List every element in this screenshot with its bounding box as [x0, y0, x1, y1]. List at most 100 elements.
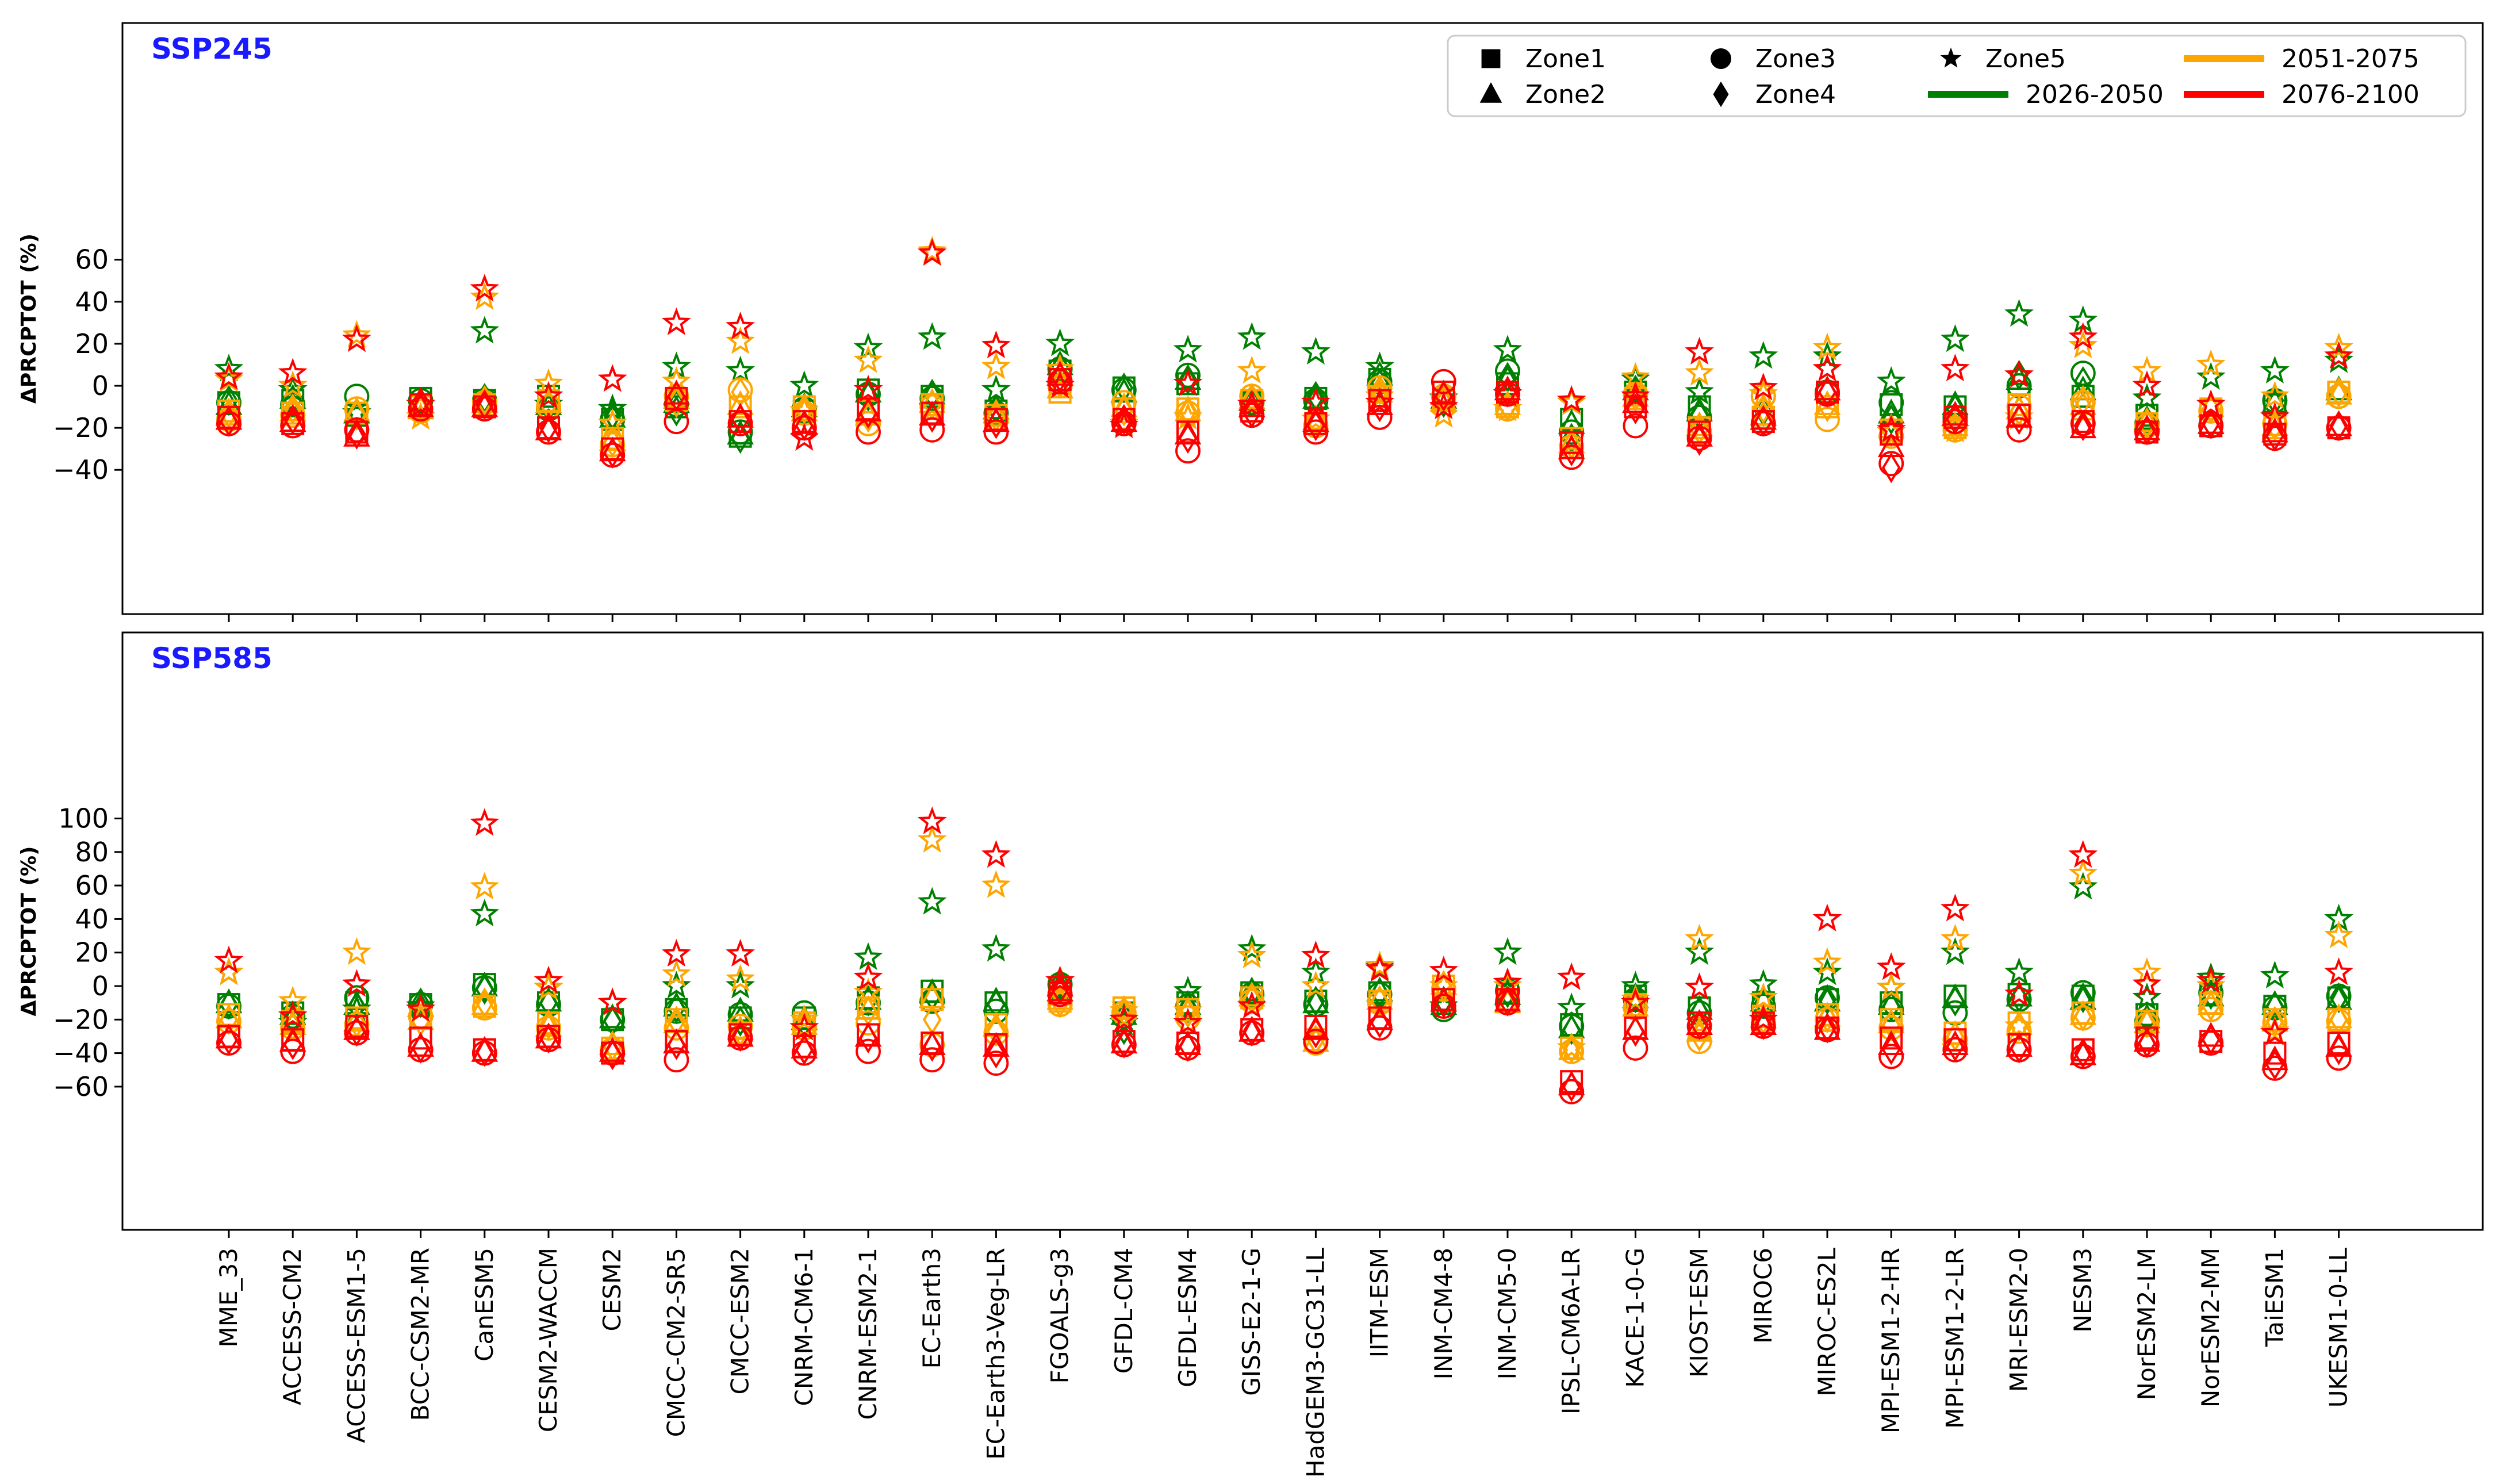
- point-zone3-bcc-csm2-mr: [408, 396, 434, 422]
- point-zone5-hadgem3-gc31-ll: [1301, 957, 1330, 986]
- point-zone3-fgoals-g3: [1047, 981, 1073, 1007]
- point-zone5-inm-cm4-8: [1429, 956, 1459, 984]
- point-zone5-ec-earth3-veg-lr: [981, 374, 1011, 402]
- point-zone5-cmcc-cm2-sr5: [661, 307, 691, 335]
- y-tick-label: −60: [53, 1071, 109, 1102]
- point-zone5-mpi-esm1-2-lr: [1940, 937, 1970, 965]
- point-zone5-cmcc-esm2: [726, 971, 756, 999]
- x-tick-label-miroc-es2l: MIROC-ES2L: [1813, 1247, 1841, 1396]
- point-zone5-hadgem3-gc31-ll: [1301, 404, 1330, 432]
- point-zone5-access-cm2: [278, 370, 308, 398]
- point-zone5-miroc6: [1749, 341, 1778, 369]
- point-zone5-miroc-es2l: [1812, 354, 1842, 382]
- point-zone4-noresm2-mm: [2201, 991, 2221, 1022]
- point-zone4-mpi-esm1-2-lr: [1946, 1031, 1965, 1062]
- point-zone3-hadgem3-gc31-ll: [1303, 1029, 1329, 1054]
- point-zone5-giss-e2-1-g: [1237, 389, 1267, 417]
- point-zone4-taiesm1: [2265, 1049, 2284, 1080]
- point-zone4-ukesm1-0-ll: [2329, 377, 2348, 408]
- point-zone4-mri-esm2-0: [2010, 396, 2029, 427]
- point-zone5-cmcc-esm2: [726, 326, 756, 354]
- point-zone3-hadgem3-gc31-ll: [1303, 419, 1329, 445]
- point-zone3-cmcc-cm2-sr5: [664, 1015, 689, 1041]
- point-zone3-cnrm-esm2-1: [856, 1038, 881, 1064]
- point-zone5-cesm2-waccm: [534, 381, 563, 409]
- point-zone2-mpi-esm1-2-hr: [1877, 1030, 1905, 1055]
- point-zone5-kiost-esm: [1685, 923, 1715, 952]
- series-2051-2075: [214, 825, 2354, 1064]
- point-zone4-cmcc-cm2-sr5: [667, 992, 686, 1023]
- point-zone5-cnrm-esm2-1: [853, 962, 883, 991]
- point-zone4-ec-earth3-veg-lr: [987, 1015, 1006, 1047]
- point-zone3-mpi-esm1-2-hr: [1878, 451, 1904, 477]
- point-zone5-ec-earth3: [917, 806, 947, 834]
- point-zone4-mpi-esm1-2-hr: [1881, 991, 1901, 1022]
- point-zone4-fgoals-g3: [1050, 368, 1069, 400]
- point-zone4-miroc6: [1754, 393, 1773, 425]
- point-zone5-miroc6: [1749, 378, 1778, 407]
- x-tick-label-cesm2-waccm: CESM2-WACCM: [534, 1248, 562, 1432]
- point-zone5-noresm2-mm: [2196, 962, 2226, 991]
- point-zone4-bcc-csm2-mr: [411, 987, 430, 1019]
- point-zone1-bcc-csm2-mr: [409, 1026, 432, 1050]
- point-zone5-bcc-csm2-mr: [406, 402, 436, 430]
- point-zone5-noresm2-lm: [2132, 957, 2162, 986]
- point-zone5-mpi-esm1-2-lr: [1940, 354, 1970, 382]
- point-zone5-cnrm-cm6-1: [789, 1004, 819, 1032]
- point-zone5-access-esm1-5: [342, 994, 371, 1022]
- point-zone2-hadgem3-gc31-ll: [1302, 988, 1329, 1014]
- point-zone5-gfdl-esm4: [1173, 1007, 1203, 1036]
- legend-label-2051-2075: 2051-2075: [2282, 44, 2420, 74]
- x-tick-label-nesm3: NESM3: [2069, 1248, 2097, 1333]
- point-zone5-inm-cm5-0: [1493, 937, 1523, 965]
- legend-label-zone3: Zone3: [1755, 44, 1836, 74]
- point-zone4-canesm5: [475, 1036, 494, 1067]
- point-zone5-mri-esm2-0: [2004, 359, 2034, 388]
- point-zone1-cmcc-esm2: [728, 395, 752, 419]
- point-zone4-mri-esm2-0: [2010, 404, 2029, 435]
- point-zone4-ec-earth3-veg-lr: [987, 1037, 1006, 1069]
- point-zone5-hadgem3-gc31-ll: [1301, 971, 1330, 999]
- panel-title: SSP585: [151, 642, 273, 675]
- point-zone5-noresm2-mm: [2196, 965, 2226, 994]
- point-zone5-kiost-esm: [1685, 358, 1715, 386]
- point-zone4-ipsl-cm6a-lr: [1562, 435, 1581, 467]
- point-zone2-miroc-es2l: [1813, 1015, 1841, 1040]
- point-zone4-noresm2-lm: [2137, 1027, 2157, 1059]
- x-tick-label-miroc6: MIROC6: [1749, 1248, 1777, 1344]
- point-zone5-cesm2: [597, 987, 627, 1015]
- x-tick-label-ec-earth3: EC-Earth3: [918, 1248, 946, 1368]
- y-tick-label: 80: [75, 837, 109, 868]
- point-zone2-ukesm1-0-ll: [2325, 411, 2352, 436]
- point-zone3-ipsl-cm6a-lr: [1559, 1079, 1585, 1105]
- point-zone5-miroc-es2l: [1812, 332, 1842, 361]
- panel-ssp245: SSP245 ΔPRCPTOT (%) −40 −20 0 20 40 60: [17, 22, 2484, 622]
- point-zone3-cnrm-esm2-1: [856, 1010, 881, 1036]
- point-zone5-mpi-esm1-2-hr: [1876, 415, 1906, 443]
- y-tick-label: 20: [75, 937, 109, 968]
- legend-label-2076-2100: 2076-2100: [2282, 80, 2420, 109]
- x-tick-label-mri-esm2-0: MRI-ESM2-0: [2005, 1248, 2033, 1392]
- point-zone3-ec-earth3-veg-lr: [983, 419, 1009, 445]
- point-zone5-nesm3: [2068, 872, 2098, 900]
- point-zone5-cesm2-waccm: [534, 965, 563, 994]
- point-zone4-ec-earth3: [922, 401, 942, 433]
- point-zone3-canesm5: [471, 995, 497, 1021]
- point-zone5-taiesm1: [2260, 1015, 2290, 1044]
- point-zone4-fgoals-g3: [1050, 987, 1069, 1019]
- point-zone4-cesm2: [603, 438, 622, 469]
- point-zone4-canesm5: [475, 389, 494, 420]
- point-zone5-inm-cm4-8: [1429, 400, 1459, 428]
- point-zone5-miroc-es2l: [1812, 341, 1842, 369]
- point-zone4-noresm2-lm: [2137, 414, 2157, 446]
- point-zone4-access-cm2: [283, 393, 302, 425]
- x-tick-label-mme-33: MME_33: [214, 1248, 243, 1347]
- point-zone4-cmcc-esm2: [731, 404, 750, 435]
- point-zone4-iitm-esm: [1370, 986, 1389, 1017]
- point-zone5-hadgem3-gc31-ll: [1301, 940, 1330, 969]
- point-zone5-mpi-esm1-2-hr: [1876, 952, 1906, 980]
- x-tick-label-cnrm-esm2-1: CNRM-ESM2-1: [854, 1248, 882, 1420]
- point-zone5-gfdl-cm4: [1109, 995, 1139, 1024]
- point-zone3-ec-earth3-veg-lr: [983, 998, 1009, 1024]
- point-zone2-kiost-esm: [1686, 1010, 1713, 1035]
